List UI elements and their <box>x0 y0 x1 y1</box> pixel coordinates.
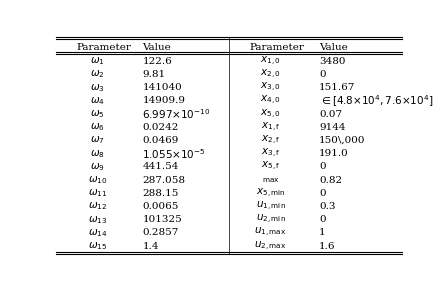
Text: $6.997{\times}10^{-10}$: $6.997{\times}10^{-10}$ <box>143 107 211 121</box>
Text: 101325: 101325 <box>143 215 182 224</box>
Text: $x_{3,0}$: $x_{3,0}$ <box>260 81 281 94</box>
Text: $x_{2,0}$: $x_{2,0}$ <box>260 68 281 81</box>
Text: 0.0242: 0.0242 <box>143 123 179 132</box>
Text: 0: 0 <box>319 215 326 224</box>
Text: 151.67: 151.67 <box>319 83 355 92</box>
Text: 9144: 9144 <box>319 123 346 132</box>
Text: Parameter: Parameter <box>77 43 131 53</box>
Text: 0.0065: 0.0065 <box>143 202 179 211</box>
Text: 122.6: 122.6 <box>143 57 172 66</box>
Text: 0.2857: 0.2857 <box>143 228 179 238</box>
Text: $\omega_6$: $\omega_6$ <box>90 121 105 133</box>
Text: $x_{1,0}$: $x_{1,0}$ <box>260 55 281 68</box>
Text: $x_{2,\mathrm{f}}$: $x_{2,\mathrm{f}}$ <box>261 134 280 147</box>
Text: $\omega_9$: $\omega_9$ <box>90 161 105 173</box>
Text: $\omega_2$: $\omega_2$ <box>90 68 105 80</box>
Text: Parameter: Parameter <box>250 43 305 53</box>
Text: $\omega_{12}$: $\omega_{12}$ <box>88 201 107 212</box>
Text: $u_{1,\mathrm{min}}$: $u_{1,\mathrm{min}}$ <box>256 200 286 213</box>
Text: $\omega_1$: $\omega_1$ <box>90 55 105 67</box>
Text: 14909.9: 14909.9 <box>143 96 186 105</box>
Text: $\omega_8$: $\omega_8$ <box>90 148 105 160</box>
Text: 0.82: 0.82 <box>319 176 342 185</box>
Text: 0.3: 0.3 <box>319 202 336 211</box>
Text: 441.54: 441.54 <box>143 162 179 171</box>
Text: $\omega_{14}$: $\omega_{14}$ <box>88 227 107 239</box>
Text: $\omega_3$: $\omega_3$ <box>90 82 105 94</box>
Text: 287.058: 287.058 <box>143 176 186 185</box>
Text: $x_{4,0}$: $x_{4,0}$ <box>260 94 281 107</box>
Text: 1: 1 <box>319 228 326 238</box>
Text: 0: 0 <box>319 189 326 198</box>
Text: 141040: 141040 <box>143 83 182 92</box>
Text: 1.6: 1.6 <box>319 242 336 251</box>
Text: $\omega_4$: $\omega_4$ <box>90 95 105 107</box>
Text: 9.81: 9.81 <box>143 70 165 79</box>
Text: $\in [4.8{\times}10^4, 7.6{\times}10^4]$: $\in [4.8{\times}10^4, 7.6{\times}10^4]$ <box>319 93 434 109</box>
Text: 0: 0 <box>319 162 326 171</box>
Text: $u_{1,\mathrm{max}}$: $u_{1,\mathrm{max}}$ <box>254 226 287 240</box>
Text: 288.15: 288.15 <box>143 189 179 198</box>
Text: Value: Value <box>319 43 348 53</box>
Text: $u_{2,\mathrm{max}}$: $u_{2,\mathrm{max}}$ <box>254 240 287 253</box>
Text: $x_{5,\mathrm{f}}$: $x_{5,\mathrm{f}}$ <box>261 160 280 173</box>
Text: $u_{2,\mathrm{min}}$: $u_{2,\mathrm{min}}$ <box>256 213 286 226</box>
Text: $x_{5,\mathrm{min}}$: $x_{5,\mathrm{min}}$ <box>256 187 286 200</box>
Text: 150\,000: 150\,000 <box>319 136 366 145</box>
Text: $_{\mathrm{max}}$: $_{\mathrm{max}}$ <box>262 176 279 185</box>
Text: 191.0: 191.0 <box>319 149 349 158</box>
Text: 1.4: 1.4 <box>143 242 159 251</box>
Text: Value: Value <box>143 43 171 53</box>
Text: $\omega_{13}$: $\omega_{13}$ <box>88 214 107 226</box>
Text: $x_{1,\mathrm{f}}$: $x_{1,\mathrm{f}}$ <box>261 121 280 134</box>
Text: 0: 0 <box>319 70 326 79</box>
Text: 0.0469: 0.0469 <box>143 136 179 145</box>
Text: $x_{5,0}$: $x_{5,0}$ <box>260 108 281 121</box>
Text: $\omega_{15}$: $\omega_{15}$ <box>88 240 107 252</box>
Text: $\omega_5$: $\omega_5$ <box>90 108 105 120</box>
Text: $1.055{\times}10^{-5}$: $1.055{\times}10^{-5}$ <box>143 147 206 161</box>
Text: 0.07: 0.07 <box>319 110 342 118</box>
Text: $\omega_{10}$: $\omega_{10}$ <box>88 174 107 186</box>
Text: $\omega_7$: $\omega_7$ <box>90 135 105 146</box>
Text: $x_{3,\mathrm{f}}$: $x_{3,\mathrm{f}}$ <box>261 147 280 160</box>
Text: $\omega_{11}$: $\omega_{11}$ <box>88 187 107 199</box>
Text: 3480: 3480 <box>319 57 346 66</box>
